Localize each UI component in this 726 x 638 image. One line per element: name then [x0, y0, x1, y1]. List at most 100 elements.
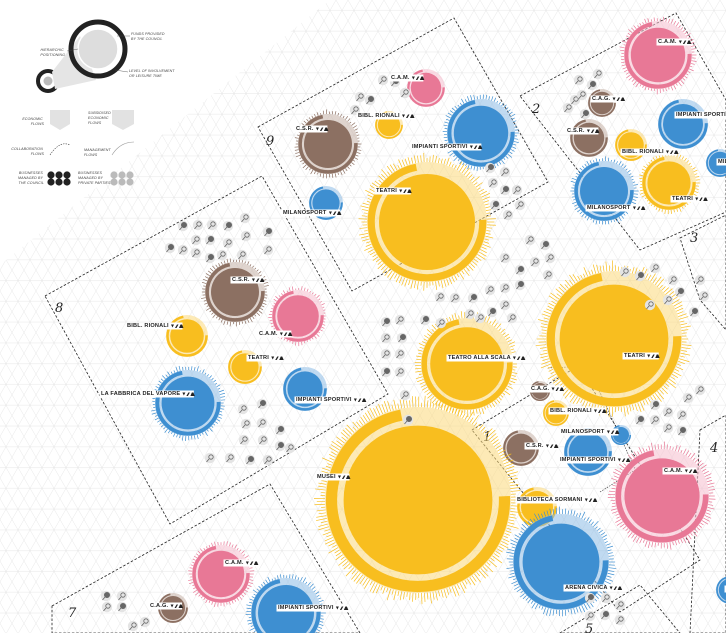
private-business-marker	[503, 210, 513, 220]
private-business-marker	[545, 253, 555, 263]
marker-dot	[680, 427, 685, 432]
service-bubble	[166, 315, 208, 357]
private-business-marker	[530, 257, 540, 267]
service-bubble	[570, 119, 608, 157]
council-business-marker	[585, 593, 595, 603]
legend-council-dots	[47, 171, 70, 185]
private-business-marker	[677, 410, 687, 420]
council-business-marker	[263, 227, 273, 237]
private-business-marker	[140, 617, 150, 627]
marker-dot	[384, 368, 389, 373]
council-business-marker	[635, 415, 645, 425]
marker-dot	[400, 334, 405, 339]
private-business-marker	[223, 238, 233, 248]
marker-dot	[104, 592, 109, 597]
legend-council-text: BUSINESSES MANAGED BY THE COUNCIL	[18, 171, 44, 185]
private-business-marker	[650, 263, 660, 273]
bubble-label: C.A.M.	[225, 560, 244, 566]
marker-dot	[120, 603, 125, 608]
legend-private-text: BUSINESSES MANAGED BY PRIVATE PARTIES	[78, 171, 111, 185]
council-business-marker	[420, 315, 430, 325]
private-business-marker	[645, 300, 655, 310]
private-business-marker	[543, 270, 553, 280]
council-business-marker	[487, 307, 497, 317]
bubble-label: BIBL. RIONALI	[358, 113, 400, 119]
bubble-core	[211, 268, 259, 316]
private-business-marker	[263, 245, 273, 255]
bubble-label: C.S.R.	[232, 277, 250, 283]
marker-dot	[266, 228, 271, 233]
marker-dot	[208, 254, 213, 259]
bubble-core	[198, 551, 244, 597]
bubble-label: TEATRI	[672, 196, 693, 202]
council-business-marker	[635, 271, 645, 281]
private-business-marker	[699, 291, 709, 301]
private-business-marker	[285, 443, 295, 453]
council-business-marker	[689, 307, 699, 317]
bubble-label: C.A.M.	[664, 468, 683, 474]
private-business-marker	[193, 220, 203, 230]
private-business-marker	[207, 220, 217, 230]
bubble-label: MILANOSPORT	[283, 210, 327, 216]
bubble-label: TEATRI	[376, 188, 397, 194]
bubble-core	[569, 433, 607, 471]
council-business-marker	[490, 200, 500, 210]
marker-dot	[638, 416, 643, 421]
marker-dot	[168, 244, 173, 249]
legend-funds-text: FUNDS PROVIDED BY THE COUNCIL	[131, 32, 166, 41]
marker-dot	[423, 316, 428, 321]
council-business-marker	[675, 287, 685, 297]
private-business-marker	[436, 318, 446, 328]
private-business-marker	[241, 231, 251, 241]
private-business-marker	[601, 593, 611, 603]
district-number-3: 3	[690, 231, 698, 246]
private-business-marker	[668, 275, 678, 285]
private-business-marker	[574, 75, 584, 85]
bubble-core	[430, 327, 504, 401]
bubble-label: TEATRI	[624, 353, 645, 359]
private-business-marker	[585, 611, 595, 621]
legend-big-circle-core	[78, 29, 118, 69]
bubble-core	[454, 106, 508, 160]
legend-subsidised-text: SUBSIDISED ECONOMIC FLOWS	[88, 111, 112, 125]
council-business-marker	[101, 591, 111, 601]
bubble-label: C.A.G.	[531, 386, 550, 392]
marker-dot	[488, 164, 493, 169]
private-business-marker	[102, 602, 112, 612]
bubble-label: MILANOSPORT	[718, 159, 726, 165]
private-business-marker	[488, 178, 498, 188]
council-business-marker	[540, 240, 550, 250]
legend-small-circle-core	[44, 77, 53, 86]
council-business-marker	[397, 333, 407, 343]
bubble-label: MUSEI	[317, 474, 336, 480]
marker-dot	[490, 308, 495, 313]
private-business-marker	[615, 600, 625, 610]
private-business-marker	[663, 407, 673, 417]
marker-dot	[603, 611, 608, 616]
service-bubble	[283, 367, 327, 411]
private-business-marker	[485, 285, 495, 295]
private-business-marker	[237, 250, 247, 260]
marker-dot	[208, 236, 213, 241]
bubble-label: C.S.R.	[526, 443, 544, 449]
private-business-marker	[525, 235, 535, 245]
marker-dot	[260, 400, 265, 405]
private-business-marker	[593, 69, 603, 79]
bubble-label: BIBLIOTECA SORMANI	[517, 497, 583, 503]
service-bubble	[615, 129, 647, 161]
private-business-marker	[683, 393, 693, 403]
private-business-marker	[663, 295, 673, 305]
council-business-marker	[580, 109, 590, 119]
private-business-marker	[378, 75, 388, 85]
marker-dot	[226, 222, 231, 227]
legend-economic-flow-icon	[50, 110, 70, 130]
private-business-marker	[395, 367, 405, 377]
council-business-marker	[650, 400, 660, 410]
council-business-marker	[600, 610, 610, 620]
marker-dot	[692, 308, 697, 313]
bubble-label: TEATRO ALLA SCALA	[448, 355, 511, 361]
marker-dot	[248, 456, 253, 461]
council-business-marker	[257, 399, 267, 409]
bubble-core	[631, 28, 685, 82]
